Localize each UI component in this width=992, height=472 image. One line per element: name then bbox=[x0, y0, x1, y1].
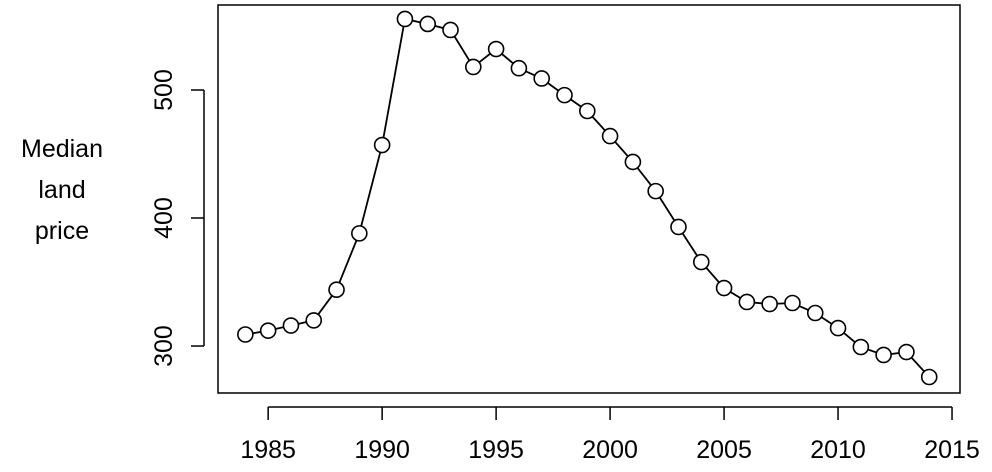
x-tick-label: 1990 bbox=[354, 436, 410, 464]
point bbox=[351, 225, 368, 242]
point bbox=[601, 127, 619, 145]
point bbox=[898, 343, 915, 361]
plot-box bbox=[217, 4, 961, 394]
point bbox=[920, 368, 938, 386]
x-tick-label: 2000 bbox=[582, 436, 638, 464]
point bbox=[533, 70, 550, 87]
y-axis-label: price bbox=[35, 217, 89, 245]
y-tick-label: 400 bbox=[150, 197, 178, 239]
point bbox=[692, 253, 710, 271]
point bbox=[442, 21, 459, 39]
point bbox=[852, 338, 870, 356]
point bbox=[487, 40, 505, 58]
point bbox=[647, 182, 664, 200]
point bbox=[624, 153, 642, 171]
point bbox=[556, 86, 573, 104]
point bbox=[282, 317, 300, 334]
y-tick-label: 500 bbox=[150, 69, 178, 111]
point bbox=[305, 312, 323, 329]
y-axis-label: Median bbox=[21, 135, 103, 163]
y-axis-label: land bbox=[38, 176, 85, 204]
point bbox=[738, 293, 756, 311]
point bbox=[237, 326, 254, 343]
point bbox=[328, 281, 345, 298]
point bbox=[670, 218, 687, 236]
point bbox=[419, 15, 437, 33]
y-tick-label: 300 bbox=[150, 325, 178, 367]
x-tick-label: 2015 bbox=[924, 436, 980, 464]
point bbox=[875, 346, 892, 364]
point bbox=[465, 58, 482, 76]
point bbox=[510, 59, 528, 77]
point bbox=[715, 279, 733, 297]
point bbox=[784, 294, 801, 312]
point bbox=[761, 295, 778, 313]
line bbox=[245, 17, 930, 378]
point bbox=[259, 322, 277, 339]
point bbox=[829, 319, 847, 337]
x-tick-label: 1985 bbox=[240, 436, 296, 464]
point bbox=[578, 102, 596, 120]
x-tick-label: 2005 bbox=[696, 436, 752, 464]
point bbox=[396, 10, 414, 28]
x-tick-label: 1995 bbox=[468, 436, 524, 464]
point bbox=[373, 136, 391, 154]
point bbox=[806, 304, 824, 322]
x-tick-label: 2010 bbox=[810, 436, 866, 464]
